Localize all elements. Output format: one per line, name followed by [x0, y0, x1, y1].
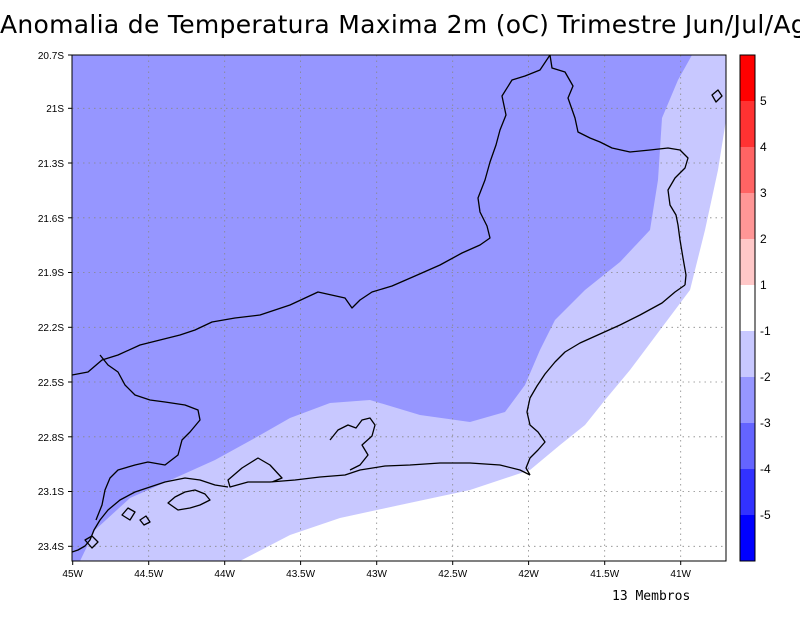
islands-paraty [121, 507, 151, 526]
x-tick-label: 42.5W [438, 569, 467, 580]
colorbar-swatch [740, 55, 755, 101]
map-title: Anomalia de Temperatura Maxima 2m (oC) T… [0, 10, 800, 39]
colorbar-label: 5 [760, 94, 767, 108]
state-border-rj-mg [72, 55, 551, 376]
colorbar-swatch [740, 469, 755, 515]
guanabara-bay [329, 417, 376, 471]
x-tick-label: 45W [62, 569, 83, 580]
y-tick-label: 21.6S [38, 214, 64, 225]
state-border-rj-es [549, 55, 689, 286]
coastline-north [525, 284, 686, 476]
x-axis: 45W 44.5W 44W 43.5W 43W 42.5W 42W 41.5W … [62, 561, 692, 580]
colorbar-swatch [740, 101, 755, 147]
x-tick-label: 43W [366, 569, 387, 580]
colorbar-label: 1 [760, 278, 767, 292]
boundaries [72, 55, 723, 553]
municipal-border-west [95, 354, 201, 521]
y-tick-label: 22.8S [38, 433, 64, 444]
y-tick-label: 21.3S [38, 159, 64, 170]
colorbar-label: -4 [760, 462, 771, 476]
x-tick-label: 44.5W [134, 569, 163, 580]
colorbar: 5 4 3 2 1 -1 -2 -3 -4 -5 [739, 54, 771, 562]
y-tick-label: 22.2S [38, 323, 64, 334]
island-ilha-grande [167, 489, 211, 511]
colorbar-label: 2 [760, 232, 767, 246]
plot-frame [71, 54, 727, 562]
gridlines [72, 55, 726, 561]
y-tick-label: 21.9S [38, 268, 64, 279]
y-tick-label: 20.7S [38, 51, 64, 62]
y-tick-label: 22.5S [38, 378, 64, 389]
shade-blue-zone [72, 55, 692, 561]
island-sao-sebastiao [84, 535, 99, 549]
colorbar-swatch [740, 423, 755, 469]
colorbar-swatch [740, 285, 755, 331]
colorbar-label: 3 [760, 186, 767, 200]
colorbar-frame [739, 54, 756, 562]
x-tick-label: 44W [214, 569, 235, 580]
x-tick-label: 41.5W [590, 569, 619, 580]
y-axis: 20.7S 21S 21.3S 21.6S 21.9S 22.2S 22.5S … [38, 51, 72, 553]
x-tick-label: 42W [518, 569, 539, 580]
y-tick-label: 21S [46, 104, 64, 115]
colorbar-swatch [740, 331, 755, 377]
colorbar-swatch [740, 147, 755, 193]
colorbar-label: -5 [760, 508, 771, 522]
x-tick-label: 41W [670, 569, 691, 580]
coastline-south [227, 457, 531, 488]
y-tick-label: 23.4S [38, 542, 64, 553]
colorbar-label: -3 [760, 416, 771, 430]
colorbar-label: -1 [760, 324, 771, 338]
coastline-west [72, 477, 229, 553]
lagoon-northeast [711, 89, 723, 103]
ensemble-members-note: 13 Membros [612, 589, 691, 604]
colorbar-swatch [740, 193, 755, 239]
colorbar-swatch [740, 515, 755, 561]
colorbar-swatch [740, 377, 755, 423]
colorbar-swatch [740, 239, 755, 285]
anomaly-shading [72, 55, 726, 561]
x-tick-label: 43.5W [286, 569, 315, 580]
colorbar-label: -2 [760, 370, 771, 384]
y-tick-label: 23.1S [38, 487, 64, 498]
colorbar-label: 4 [760, 140, 767, 154]
